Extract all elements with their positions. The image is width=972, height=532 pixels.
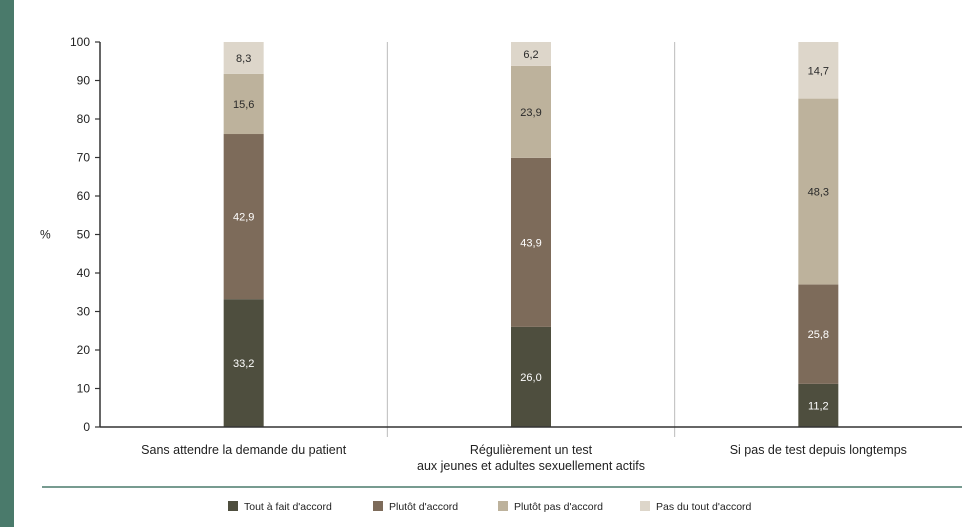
bar-value-label: 26,0	[520, 372, 541, 384]
bar-value-label: 8,3	[236, 53, 251, 65]
legend-swatch	[640, 501, 650, 511]
y-axis-label: %	[40, 228, 51, 242]
side-accent-bar	[0, 0, 14, 527]
category-label: Régulièrement un test	[470, 443, 593, 457]
y-tick-label: 10	[77, 382, 91, 396]
bar-segment	[511, 65, 551, 158]
y-tick-label: 0	[83, 420, 90, 434]
bar-value-label: 33,2	[233, 358, 254, 370]
legend-swatch	[228, 501, 238, 511]
bar-segment	[798, 98, 839, 285]
y-tick-label: 70	[77, 151, 91, 165]
legend-label: Plutôt pas d'accord	[514, 501, 603, 513]
bar-segment	[223, 299, 264, 427]
bar-value-label: 43,9	[520, 237, 541, 249]
bar-value-label: 42,9	[233, 212, 254, 224]
bar-segment	[223, 134, 264, 300]
bar-segment	[223, 42, 264, 74]
y-tick-label: 80	[77, 112, 91, 126]
y-tick-label: 60	[77, 189, 91, 203]
bar-value-label: 14,7	[808, 65, 829, 77]
category-label: Si pas de test depuis longtemps	[730, 443, 907, 457]
bar-value-label: 6,2	[523, 49, 538, 61]
bar-value-label: 48,3	[808, 187, 829, 199]
legend-label: Tout à fait d'accord	[244, 501, 332, 513]
legend-swatch	[498, 501, 508, 511]
legend-label: Pas du tout d'accord	[656, 501, 752, 513]
y-tick-label: 50	[77, 228, 91, 242]
y-tick-label: 90	[77, 74, 91, 88]
y-tick-label: 100	[70, 35, 90, 49]
y-tick-label: 40	[77, 266, 91, 280]
bar-segment	[511, 157, 551, 327]
bar-segment	[511, 42, 551, 66]
category-label: Sans attendre la demande du patient	[141, 443, 347, 457]
y-tick-label: 30	[77, 305, 91, 319]
bar-segment	[511, 326, 551, 427]
bar-value-label: 23,9	[520, 107, 541, 119]
category-label: aux jeunes et adultes sexuellement actif…	[417, 459, 645, 473]
bar-segment	[798, 284, 839, 384]
legend-swatch	[373, 501, 383, 511]
bar-segment	[798, 383, 839, 427]
bar-segment	[223, 73, 264, 135]
bar-value-label: 25,8	[808, 329, 829, 341]
bar-value-label: 11,2	[808, 400, 829, 412]
y-tick-label: 20	[77, 343, 91, 357]
bar-value-label: 15,6	[233, 99, 254, 111]
legend-label: Plutôt d'accord	[389, 501, 458, 513]
bar-segment	[798, 42, 839, 99]
